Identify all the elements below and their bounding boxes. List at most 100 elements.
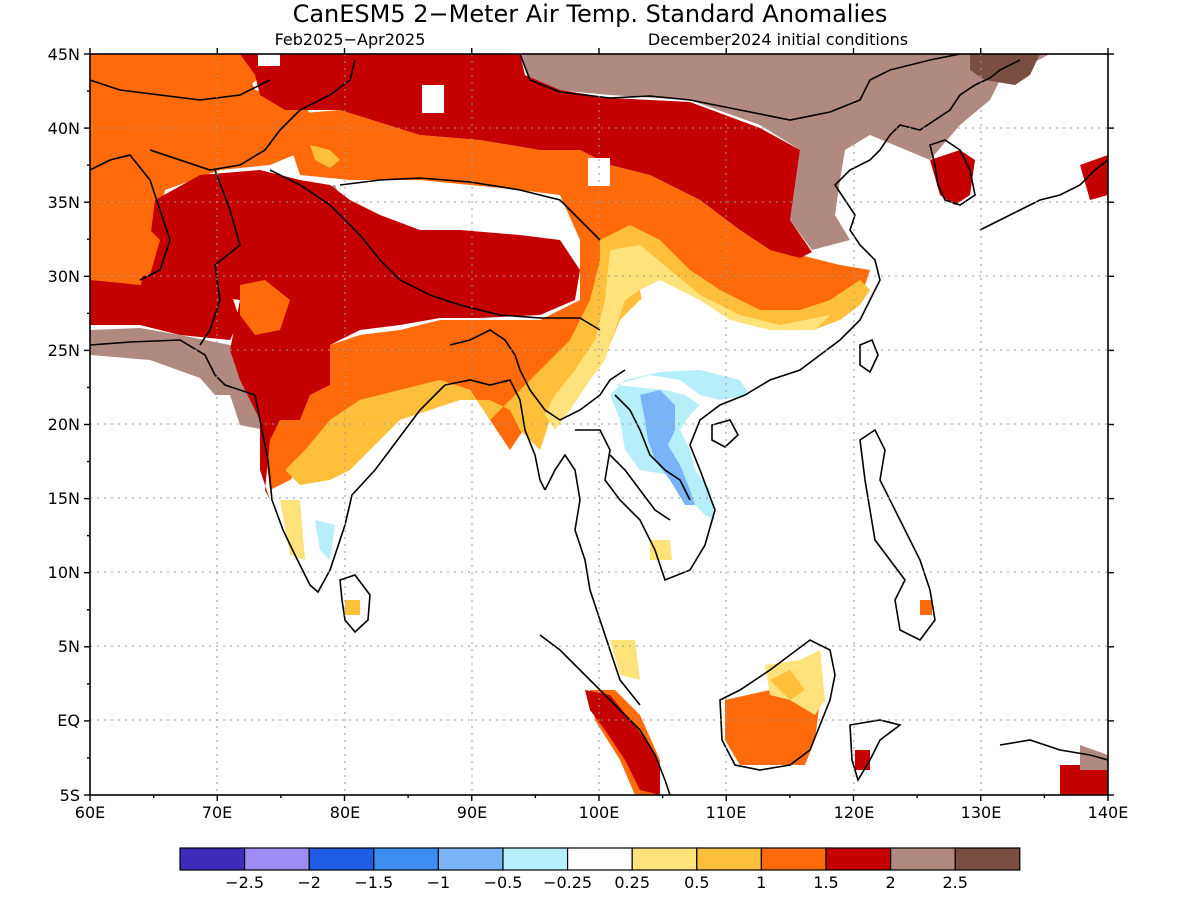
anomaly-region-orange-srilanka — [345, 600, 360, 615]
coastline-sumatra — [539, 634, 671, 795]
anomaly-region-yellow-cambodia — [650, 540, 672, 560]
no-data-cell — [588, 158, 610, 186]
lon-label: 80E — [330, 803, 360, 822]
legend-label: −2.5 — [225, 873, 264, 892]
legend-label: 2.5 — [942, 873, 967, 892]
lat-label: EQ — [57, 711, 80, 730]
anomaly-region-orange-borneo-north — [770, 670, 805, 700]
coastline-borneo — [719, 639, 836, 771]
lon-label: 90E — [457, 803, 487, 822]
anomaly-region-orange-belt — [265, 110, 870, 490]
anomaly-region-brown-south — [90, 328, 265, 430]
border-bangladesh-myanmar — [449, 329, 626, 421]
initial-conditions: December2024 initial conditions — [648, 30, 908, 49]
lat-label: 25N — [48, 341, 80, 360]
border-central-asia — [90, 79, 271, 101]
anomaly-region-orange-mindanao — [920, 600, 932, 615]
legend-label: −2 — [297, 873, 321, 892]
border-afghanistan-iran — [149, 59, 356, 171]
legend-swatch — [244, 847, 310, 871]
border-mongolia — [519, 54, 961, 121]
coastlines-and-borders — [90, 54, 1108, 795]
legend-swatch — [566, 847, 633, 871]
legend-swatch — [437, 847, 504, 871]
lat-label: 15N — [48, 489, 80, 508]
lat-label: 5S — [60, 786, 80, 805]
anomaly-region-yellow-india-tip — [280, 500, 305, 560]
lon-label: 110E — [706, 803, 747, 822]
lat-lon-grid — [90, 54, 1108, 795]
anomaly-region-darkred-north — [240, 54, 812, 258]
legend-swatch — [696, 847, 762, 871]
anomaly-region-orange-cold-patch — [310, 145, 340, 168]
coastline-hainan — [711, 419, 739, 448]
anomaly-region-darkred-band — [90, 280, 240, 340]
legend-label: −0.5 — [484, 873, 523, 892]
legend-swatch — [760, 847, 827, 871]
lon-label: 130E — [961, 803, 1002, 822]
border-india-pakistan — [199, 169, 241, 346]
lat-label: 10N — [48, 563, 80, 582]
legend-swatch — [179, 847, 246, 871]
legend-label: −1.5 — [354, 873, 393, 892]
coastline-china-east — [744, 59, 1021, 396]
coastline-japan — [979, 159, 1108, 231]
legend-label: 1 — [756, 873, 766, 892]
legend-swatch — [631, 847, 698, 871]
lon-label: 140E — [1088, 803, 1129, 822]
coastline-gulf-thailand — [575, 394, 746, 582]
map-title: CanESM5 2−Meter Air Temp. Standard Anoma… — [293, 0, 888, 28]
legend-label: −0.25 — [543, 873, 592, 892]
legend-swatch — [502, 847, 569, 871]
anomaly-region-brown-north — [520, 54, 1050, 250]
legend-label: 0.5 — [684, 873, 709, 892]
lon-label: 120E — [834, 803, 875, 822]
legend-label: 0.25 — [614, 873, 650, 892]
anomaly-region-darkbrown — [970, 54, 1040, 85]
coastline-srilanka — [339, 574, 371, 634]
no-data-cell — [258, 54, 280, 66]
coastline-bay-of-bengal — [444, 379, 546, 491]
axis-ticks — [84, 48, 1114, 801]
anomaly-region-darkred-northeast — [820, 54, 970, 140]
color-scale-legend: −2.5 −2 −1.5 −1 −0.5 −0.25 0.25 0.5 1 1.5 2 2.5 — [179, 847, 1021, 892]
anomaly-region-yellow-peninsula — [610, 640, 640, 680]
border-himalaya — [269, 169, 601, 331]
legend-swatch — [373, 847, 439, 871]
anomaly-region-blue-laos — [640, 390, 695, 505]
anomaly-region-darkred-sulawesi — [855, 750, 870, 770]
coastline-india — [90, 339, 446, 594]
lat-label: 40N — [48, 119, 80, 138]
legend-swatch — [825, 847, 892, 871]
legend-label: 1.5 — [813, 873, 838, 892]
longitude-labels: 60E 70E 80E 90E 100E 110E 120E 130E 140E — [75, 803, 1129, 822]
anomaly-region-darkred-asia-west — [140, 170, 580, 500]
border-iran — [90, 154, 171, 281]
anomaly-region-darkred-sumatra — [585, 690, 660, 795]
lat-label: 35N — [48, 193, 80, 212]
lon-label: 60E — [75, 803, 105, 822]
coastline-philippines — [859, 428, 936, 642]
coastline-newguinea — [999, 739, 1108, 761]
border-laos-vietnam — [614, 394, 691, 501]
lat-label: 5N — [58, 637, 80, 656]
lat-label: 20N — [48, 415, 80, 434]
anomaly-region-orange-inner — [240, 280, 290, 335]
lat-label: 30N — [48, 267, 80, 286]
no-data-cell — [422, 85, 444, 113]
lat-label: 45N — [48, 45, 80, 64]
lon-label: 100E — [579, 803, 620, 822]
legend-swatch — [308, 847, 375, 871]
border-thailand-cambodia — [609, 454, 671, 521]
anomaly-region-lightblue-india — [315, 520, 335, 560]
coastline-taiwan — [859, 338, 879, 374]
legend-swatch — [889, 847, 956, 871]
anomaly-region-darkred-japan — [1080, 155, 1108, 200]
anomaly-fields — [90, 54, 1108, 795]
legend-label: −1 — [427, 873, 451, 892]
anomaly-region-white-south-china — [640, 280, 820, 370]
anomaly-region-darkred-newguinea — [1060, 765, 1108, 795]
forecast-period: Feb2025−Apr2025 — [275, 30, 426, 49]
latitude-labels: 45N 40N 35N 30N 25N 20N 15N 10N 5N EQ 5S — [48, 45, 80, 805]
anomaly-region-lightorange — [285, 225, 870, 485]
